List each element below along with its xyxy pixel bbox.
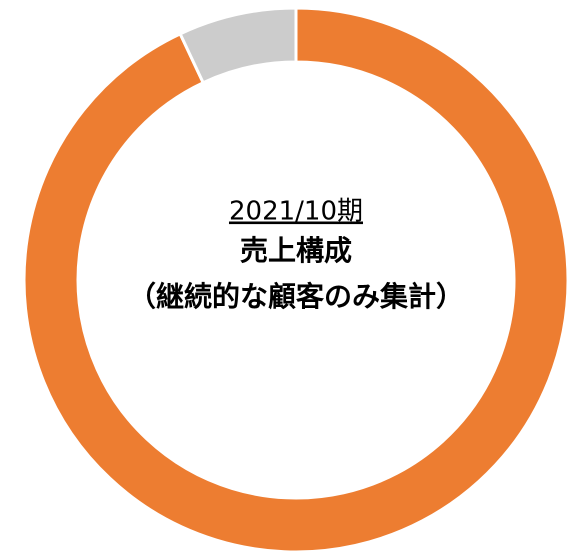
center-subtitle: （継続的な顧客のみ集計） xyxy=(128,280,464,313)
donut-segment xyxy=(178,6,298,85)
donut-segment xyxy=(22,6,570,552)
period-label: 2021/10期 xyxy=(229,197,363,227)
center-title: 売上構成 xyxy=(240,234,352,267)
donut xyxy=(22,6,570,552)
